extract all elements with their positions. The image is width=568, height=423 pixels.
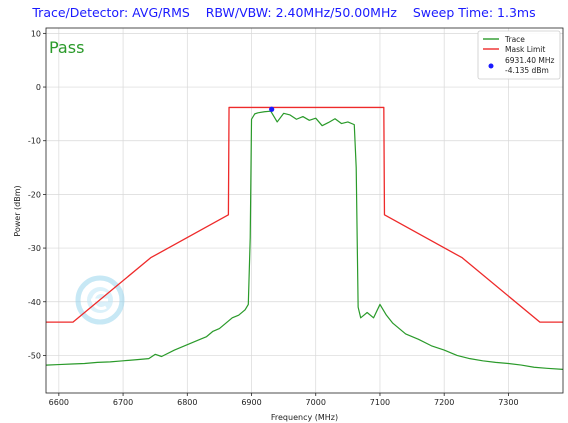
mask-limit-line xyxy=(46,106,563,323)
axes: 6600 6700 6800 6900 7000 7100 7200 7300 10 0 -10 -2… xyxy=(28,29,519,407)
y-tick-label: 0 xyxy=(36,83,41,92)
x-tick-label: 6600 xyxy=(49,398,69,407)
y-axis-label: Power (dBm) xyxy=(13,185,22,236)
y-tick-label: -40 xyxy=(28,298,41,307)
chart-header: Trace/Detector: AVG/RMS RBW/VBW: 2.40MHz… xyxy=(0,5,568,20)
x-tick-label: 6900 xyxy=(241,398,261,407)
legend-marker-frequency: 6931.40 MHz xyxy=(505,56,555,65)
x-tick-label: 7100 xyxy=(370,398,390,407)
plot-series xyxy=(46,106,563,370)
status-pass-label: Pass xyxy=(49,38,84,57)
bandwidth-text: RBW/VBW: 2.40MHz/50.00MHz xyxy=(205,5,397,20)
trace-line xyxy=(46,110,563,370)
x-axis-label: Frequency (MHz) xyxy=(271,413,338,422)
detector-text: Trace/Detector: AVG/RMS xyxy=(32,5,190,20)
x-tick-label: 7200 xyxy=(434,398,454,407)
legend-marker-power: -4.135 dBm xyxy=(505,66,549,75)
y-tick-label: -50 xyxy=(28,351,41,360)
y-tick-label: -20 xyxy=(28,190,41,199)
legend: Trace Mask Limit 6931.40 MHz -4.135 dBm xyxy=(477,30,561,80)
plot-frame xyxy=(45,27,564,394)
legend-box xyxy=(477,30,561,80)
legend-trace-label: Trace xyxy=(504,35,525,44)
legend-marker-dot xyxy=(488,63,494,69)
x-tick-label: 6800 xyxy=(177,398,197,407)
y-tick-label: 10 xyxy=(31,29,41,38)
peak-marker-dot xyxy=(269,106,275,112)
y-tick-label: -30 xyxy=(28,244,41,253)
y-tick-label: -10 xyxy=(28,137,41,146)
x-tick-label: 7000 xyxy=(306,398,326,407)
marker-layer xyxy=(269,106,275,112)
x-tick-label: 7300 xyxy=(498,398,518,407)
grid xyxy=(46,28,563,393)
legend-mask-label: Mask Limit xyxy=(505,45,545,54)
sweep-time-text: Sweep Time: 1.3ms xyxy=(412,5,536,20)
x-tick-label: 6700 xyxy=(113,398,133,407)
